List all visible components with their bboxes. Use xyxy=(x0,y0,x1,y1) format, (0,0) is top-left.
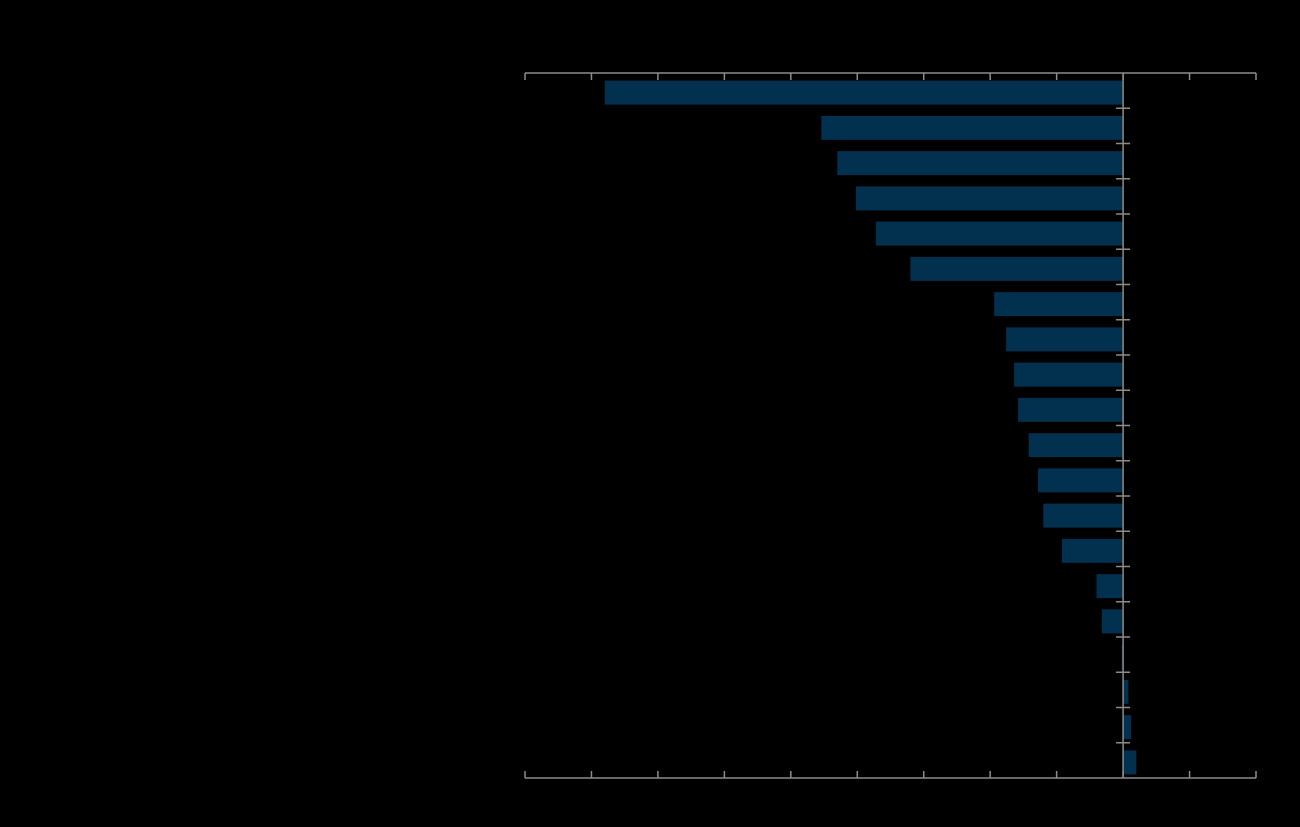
bar-19 xyxy=(1123,715,1132,740)
bar-8 xyxy=(1006,327,1124,352)
bar-13 xyxy=(1043,503,1124,528)
bar-6 xyxy=(910,256,1124,281)
bar-12 xyxy=(1038,468,1124,493)
bar-5 xyxy=(875,221,1124,246)
bar-14 xyxy=(1061,538,1124,563)
bar-15 xyxy=(1096,574,1124,599)
bar-7 xyxy=(994,292,1124,317)
bar-20 xyxy=(1123,750,1137,775)
bar-11 xyxy=(1028,433,1124,458)
bar-2 xyxy=(821,115,1124,140)
bar-9 xyxy=(1014,362,1124,387)
bar-1 xyxy=(604,80,1124,105)
bars-layer xyxy=(604,80,1137,775)
bar-18 xyxy=(1123,679,1129,704)
bar-4 xyxy=(855,186,1124,211)
bar-3 xyxy=(837,151,1124,176)
bar-16 xyxy=(1101,609,1124,634)
bar-10 xyxy=(1018,397,1124,422)
axes-layer xyxy=(524,72,1257,779)
